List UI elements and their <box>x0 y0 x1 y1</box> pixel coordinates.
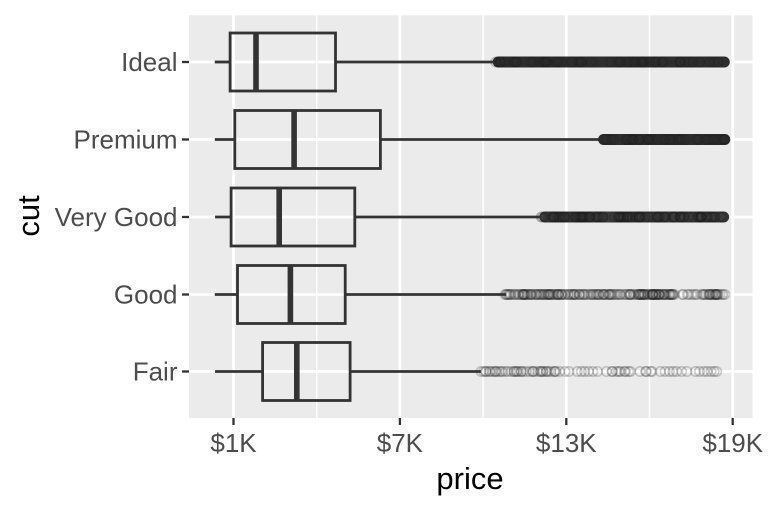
svg-text:$19K: $19K <box>702 428 763 458</box>
svg-text:Premium: Premium <box>73 125 177 155</box>
svg-text:$1K: $1K <box>210 428 257 458</box>
svg-text:Ideal: Ideal <box>121 47 177 77</box>
svg-text:cut: cut <box>11 195 46 237</box>
svg-text:$13K: $13K <box>536 428 597 458</box>
svg-text:Very Good: Very Good <box>55 202 178 232</box>
svg-text:Fair: Fair <box>133 357 178 387</box>
svg-text:price: price <box>436 461 503 496</box>
svg-text:Good: Good <box>114 280 178 310</box>
svg-text:$7K: $7K <box>377 428 424 458</box>
